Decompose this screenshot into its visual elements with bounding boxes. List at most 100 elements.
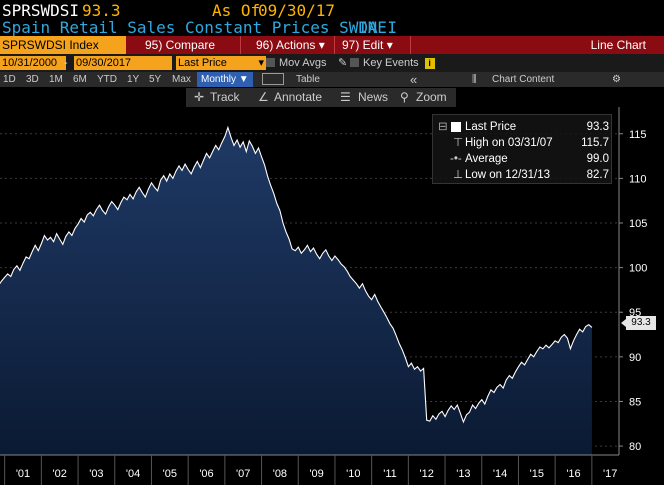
low-marker-icon: ⊥	[453, 169, 464, 181]
chart-legend[interactable]: ⊟ Last Price 93.3 ⊤ High on 03/31/07 115…	[432, 114, 612, 184]
x-tick-label: '16	[566, 468, 580, 480]
range-1d[interactable]: 1D	[3, 74, 16, 85]
legend-value: 115.7	[581, 137, 609, 149]
ticker-label: SPRSWDSI	[2, 1, 80, 20]
y-tick-label: 110	[629, 173, 647, 185]
checkbox-icon	[266, 58, 275, 67]
crosshair-icon: ✛	[194, 90, 205, 104]
legend-value: 99.0	[586, 153, 609, 165]
last-value: 93.3	[82, 1, 121, 20]
legend-value: 93.3	[586, 121, 609, 133]
legend-high: ⊤ High on 03/31/07 115.7	[433, 135, 613, 151]
info-icon: i	[424, 58, 435, 69]
y-tick-label: 105	[629, 218, 647, 230]
y-tick-label: 85	[629, 396, 641, 408]
x-tick-label: '17	[603, 468, 617, 480]
legend-last-price: ⊟ Last Price 93.3	[433, 119, 613, 135]
zoom-button[interactable]: Zoom	[416, 90, 447, 104]
x-tick-label: '15	[530, 468, 544, 480]
x-tick-label: '12	[420, 468, 434, 480]
price-line	[0, 125, 593, 424]
x-tick-label: '02	[53, 468, 67, 480]
legend-label: Average	[465, 153, 508, 165]
key-events-label: Key Events	[363, 57, 419, 69]
last-price-tag: 93.3	[621, 316, 656, 330]
legend-value: 82.7	[586, 169, 609, 181]
legend-low: ⊥ Low on 12/31/13 82.7	[433, 167, 613, 183]
date-separator: -	[64, 57, 68, 69]
security-description: Spain Retail Sales Constant Prices SWDA …	[2, 18, 397, 37]
x-tick-label: '13	[456, 468, 470, 480]
checkbox-icon	[350, 58, 359, 67]
range-toolbar: 1D 3D 1M 6M YTD 1Y 5Y Max Monthly ▼ Tabl…	[0, 72, 664, 87]
mov-avgs-label: Mov Avgs	[279, 57, 327, 69]
x-tick-label: '14	[493, 468, 507, 480]
price-area	[0, 127, 592, 455]
menu-divider	[334, 36, 335, 54]
x-tick-label: '01	[16, 468, 30, 480]
legend-label: Last Price	[465, 121, 517, 133]
legend-label: High on 03/31/07	[465, 137, 553, 149]
chart-icon[interactable]	[262, 73, 284, 85]
security-index-field[interactable]: SPRSWDSI Index	[0, 36, 126, 54]
y-tick-label: 100	[629, 263, 647, 275]
price-field-label: Last Price	[178, 57, 227, 69]
x-tick-label: '07	[236, 468, 250, 480]
zoom-icon: ⚲	[400, 90, 409, 104]
range-max[interactable]: Max	[172, 74, 191, 85]
table-button[interactable]: Table	[296, 74, 320, 85]
chart-type-label[interactable]: Line Chart	[590, 38, 646, 52]
news-icon: ☰	[340, 90, 351, 104]
range-ytd[interactable]: YTD	[97, 74, 117, 85]
range-6m[interactable]: 6M	[73, 74, 87, 85]
as-of-date: 09/30/17	[258, 1, 336, 20]
annotate-button[interactable]: Annotate	[274, 90, 323, 104]
y-tick-label: 90	[629, 352, 641, 364]
source-label: INE	[358, 18, 387, 37]
legend-average: -•- Average 99.0	[433, 151, 613, 167]
x-tick-label: '06	[199, 468, 213, 480]
pencil-icon[interactable]: ✎	[338, 57, 348, 69]
menu-bar: SPRSWDSI Index 95) Compare 96) Actions ▾…	[0, 36, 664, 54]
high-marker-icon: ⊤	[453, 137, 464, 149]
x-tick-label: '10	[346, 468, 360, 480]
x-tick-label: '11	[383, 468, 397, 480]
date-toolbar: 10/31/2000 - 09/30/2017 Last Price ▾ Mov…	[0, 54, 664, 72]
range-1m[interactable]: 1M	[49, 74, 63, 85]
track-button[interactable]: Track	[210, 90, 240, 104]
chevron-down-icon: ▾	[258, 57, 264, 69]
compare-button[interactable]: 95) Compare	[145, 38, 216, 52]
range-5y[interactable]: 5Y	[149, 74, 162, 85]
actions-menu[interactable]: 96) Actions ▾	[256, 38, 325, 52]
y-tick-label: 80	[629, 441, 641, 453]
gear-icon[interactable]: ⚙	[612, 74, 621, 85]
range-3d[interactable]: 3D	[26, 74, 39, 85]
x-tick-label: '03	[89, 468, 103, 480]
annotate-icon: ∠	[258, 90, 269, 104]
security-header: SPRSWDSI 93.3 As Of 09/30/17 Spain Retai…	[0, 0, 664, 37]
chart-content-button[interactable]: Chart Content	[492, 74, 555, 85]
news-button[interactable]: News	[358, 90, 389, 104]
range-1y[interactable]: 1Y	[127, 74, 140, 85]
x-axis-ticks: '01 '02 '03 '04 '05 '06 '07 '08 '09 '10 '11 '12 '13 '…	[4, 455, 617, 485]
chart-tools-bar: ✛ Track ∠ Annotate ☰ News ⚲ Zoom	[186, 88, 456, 107]
collapse-icon[interactable]: «	[410, 72, 418, 87]
legend-marker-icon: ⊟	[438, 121, 448, 133]
menu-divider	[410, 36, 411, 54]
x-tick-label: '05	[163, 468, 177, 480]
as-of-label: As Of	[212, 1, 261, 20]
edit-menu[interactable]: 97) Edit ▾	[342, 38, 393, 52]
average-marker-icon: -•-	[450, 153, 462, 165]
bar-chart-icon: ⫼	[472, 74, 477, 85]
price-field-select[interactable]: Last Price ▾	[176, 56, 266, 70]
end-date-field[interactable]: 09/30/2017	[74, 56, 172, 70]
x-tick-label: '04	[126, 468, 140, 480]
y-tick-label: 115	[629, 129, 647, 141]
frequency-select[interactable]: Monthly ▼	[197, 72, 253, 87]
key-events-toggle[interactable]: Key Events i	[350, 56, 435, 70]
mov-avgs-toggle[interactable]: Mov Avgs	[266, 56, 327, 70]
start-date-field[interactable]: 10/31/2000	[0, 56, 66, 70]
x-tick-label: '09	[309, 468, 323, 480]
